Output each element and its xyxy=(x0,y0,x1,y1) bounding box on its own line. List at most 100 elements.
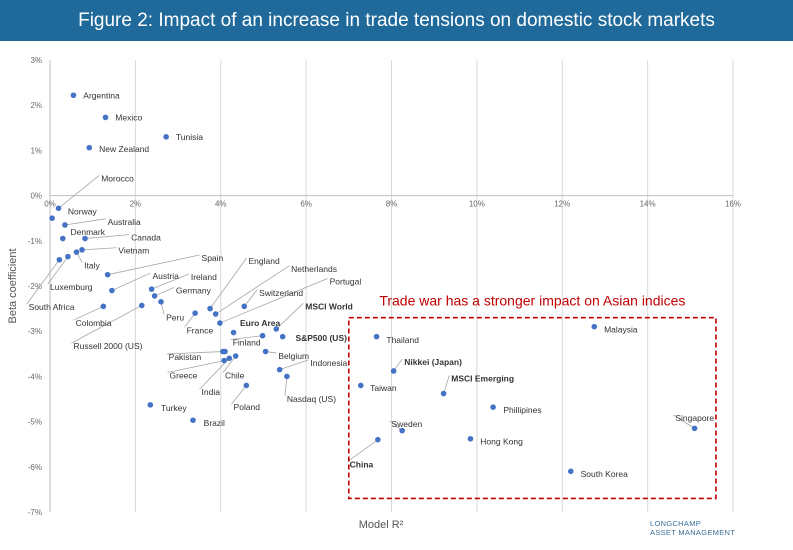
brand-logo-line1: LONGCHAMP xyxy=(650,519,701,528)
point-label: Nikkei (Japan) xyxy=(404,357,462,367)
x-tick-label: 10% xyxy=(469,200,485,209)
point-label: Hong Kong xyxy=(480,436,523,446)
leader-line xyxy=(275,303,304,330)
data-point xyxy=(158,299,164,305)
data-point xyxy=(147,402,154,408)
point-label: India xyxy=(202,387,221,397)
leader-line xyxy=(107,254,200,276)
point-label: Poland xyxy=(234,402,261,412)
x-tick-label: 14% xyxy=(640,200,656,209)
data-point xyxy=(192,310,198,316)
point-label: New Zealand xyxy=(99,144,149,154)
data-point xyxy=(102,114,109,121)
leader-line xyxy=(26,259,60,305)
data-point xyxy=(691,425,698,432)
data-point xyxy=(151,293,158,299)
point-label: Argentina xyxy=(83,90,120,100)
leader-line xyxy=(47,256,69,285)
leader-line xyxy=(243,289,258,307)
y-tick-label: 3% xyxy=(30,56,42,65)
data-point xyxy=(373,333,380,340)
x-tick-label: 12% xyxy=(554,200,570,209)
leader-line xyxy=(151,273,190,290)
leader-line xyxy=(279,359,309,370)
y-tick-label: 0% xyxy=(30,192,42,201)
data-point xyxy=(86,144,93,151)
data-point xyxy=(591,323,598,330)
data-point xyxy=(65,253,71,260)
data-point xyxy=(567,468,574,475)
leader-line xyxy=(111,272,151,291)
x-tick-label: 8% xyxy=(386,200,398,209)
point-label: South Korea xyxy=(581,469,629,479)
point-label: Austria xyxy=(152,271,179,281)
data-point xyxy=(70,92,77,99)
x-axis-title: Model R² xyxy=(359,519,404,531)
data-point xyxy=(79,247,85,253)
y-tick-label: -1% xyxy=(28,237,42,246)
data-point xyxy=(49,215,55,221)
data-point xyxy=(207,305,213,312)
data-point xyxy=(399,427,405,434)
axes: 0% 2% 4% 6% 8% 10% 12% 14% 16%3%2%1%0%-1%-2%-3%-… xyxy=(28,56,741,517)
leader-line xyxy=(58,175,100,209)
point-label: Tunisia xyxy=(176,132,203,142)
point-label: Finland xyxy=(233,338,261,348)
y-tick-label: -7% xyxy=(28,508,42,517)
leader-line xyxy=(71,305,142,344)
point-label: Colombia xyxy=(76,318,112,328)
point-label: Thailand xyxy=(386,335,419,345)
data-point xyxy=(241,303,248,310)
data-point xyxy=(259,332,266,339)
data-point xyxy=(55,205,62,212)
point-label: Netherlands xyxy=(291,264,337,274)
leader-line xyxy=(231,385,247,405)
data-point xyxy=(148,286,155,292)
leader-line xyxy=(154,287,175,297)
point-label: S&P500 (US) xyxy=(295,333,347,343)
point-label: Portugal xyxy=(330,276,362,286)
leader-line xyxy=(64,218,106,226)
data-point xyxy=(232,353,239,359)
data-point xyxy=(490,404,496,410)
point-label: Switzerland xyxy=(259,288,303,298)
y-tick-label: -2% xyxy=(28,282,42,291)
y-tick-label: -6% xyxy=(28,463,42,472)
chart-title: Figure 2: Impact of an increase in trade… xyxy=(0,0,793,41)
asia-highlight-box xyxy=(348,316,717,500)
data-point xyxy=(357,382,364,389)
leader-line xyxy=(166,351,223,355)
leader-line xyxy=(215,265,290,315)
point-label: Vietnam xyxy=(118,246,149,256)
annotation: Trade war has a stronger impact on Asian… xyxy=(348,293,717,500)
point-label: Canada xyxy=(131,233,161,243)
y-tick-label: -3% xyxy=(28,327,42,336)
data-point xyxy=(217,320,223,326)
leader-line xyxy=(443,375,450,394)
point-label: Nasdaq (US) xyxy=(287,394,336,404)
point-label: France xyxy=(187,325,214,335)
x-tick-label: 4% xyxy=(215,200,227,209)
data-point xyxy=(62,222,68,228)
point-label: Spain xyxy=(202,253,224,263)
point-label: Italy xyxy=(84,261,100,271)
data-point xyxy=(279,333,286,340)
leader-line xyxy=(347,439,379,462)
point-label: MSCI Emerging xyxy=(451,374,514,384)
annotation-text: Trade war has a stronger impact on Asian… xyxy=(379,293,685,309)
leader-line xyxy=(73,305,104,321)
point-label: Denmark xyxy=(70,227,105,237)
point-label: Phillipines xyxy=(503,405,541,415)
data-point xyxy=(390,368,397,374)
x-tick-label: 6% xyxy=(300,200,312,209)
grid-lines xyxy=(49,60,734,512)
data-point xyxy=(104,271,111,278)
point-label: Greece xyxy=(170,370,198,380)
point-label: Morocco xyxy=(101,173,134,183)
data-point xyxy=(262,348,269,355)
point-label: Russell 2000 (US) xyxy=(73,341,142,351)
data-point xyxy=(109,287,115,294)
brand-logo-line2: ASSET MANAGEMENT xyxy=(650,528,735,537)
y-tick-label: -4% xyxy=(28,372,42,381)
